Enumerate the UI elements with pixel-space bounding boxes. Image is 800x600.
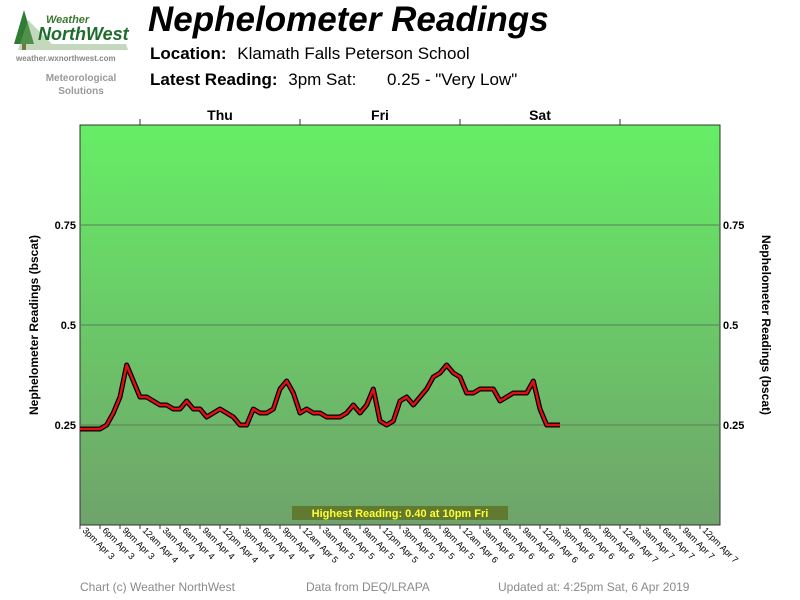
- latest-reading-line: Latest Reading: 3pm Sat: 0.25 - "Very Lo…: [150, 70, 517, 90]
- latest-time: 3pm Sat:: [288, 70, 357, 89]
- logo-word-weather: Weather: [46, 14, 90, 26]
- y-tick-label-left: 0.75: [55, 220, 76, 232]
- location-line: Location: Klamath Falls Peterson School: [150, 44, 470, 64]
- footer-copyright: Chart (c) Weather NorthWest: [80, 580, 235, 594]
- logo-tagline-line1: Meteorological: [45, 73, 117, 84]
- highest-reading-annotation: Highest Reading: 0.40 at 10pm Fri: [312, 508, 489, 520]
- highest-reading-bg: [292, 506, 508, 520]
- day-label: Thu: [207, 107, 233, 123]
- footer-source: Data from DEQ/LRAPA: [306, 580, 430, 594]
- tree-logo-icon: [14, 10, 128, 50]
- series-line: [80, 363, 560, 431]
- y-tick-label-right: 0.25: [723, 420, 744, 432]
- footer-updated: Updated at: 4:25pm Sat, 6 Apr 2019: [498, 580, 690, 594]
- y-tick-label-right: 0.5: [723, 320, 738, 332]
- day-label: Sat: [529, 107, 551, 123]
- day-label: Fri: [371, 107, 389, 123]
- location-label: Location:: [150, 44, 227, 63]
- latest-value: 0.25 - "Very Low": [387, 70, 518, 89]
- location-value: Klamath Falls Peterson School: [237, 44, 470, 63]
- y-tick-label-left: 0.25: [55, 420, 76, 432]
- y-tick-label-right: 0.75: [723, 220, 744, 232]
- latest-label: Latest Reading:: [150, 70, 278, 89]
- logo-tagline-line2: Solutions: [58, 86, 104, 97]
- y-axis-label-left: Nephelometer Readings (bscat): [27, 235, 41, 415]
- logo-tagline: Meteorological Solutions: [36, 72, 126, 98]
- y-tick-label-left: 0.5: [61, 320, 76, 332]
- y-axis-label-right: Nephelometer Readings (bscat): [759, 235, 773, 415]
- logo-url: weather.wxnorthwest.com: [16, 54, 116, 63]
- logo-word-northwest: NorthWest: [38, 24, 129, 44]
- page-title: Nephelometer Readings: [148, 0, 549, 39]
